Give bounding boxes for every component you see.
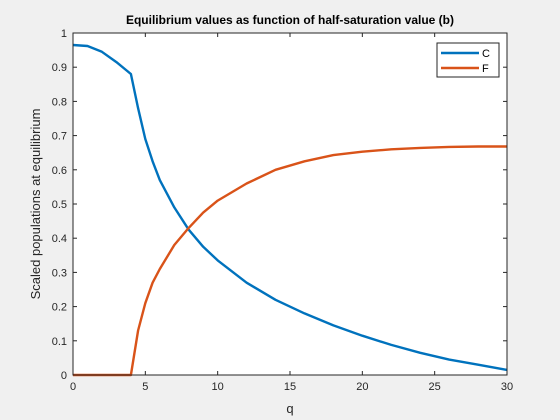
x-tick-label: 20 [356,381,368,393]
x-tick-label: 5 [142,381,148,393]
y-axis-label: Scaled populations at equilibrium [28,109,43,300]
x-tick-label: 0 [70,381,76,393]
y-tick-label: 0.3 [52,267,67,279]
x-tick-label: 10 [212,381,224,393]
series-line-c [72,43,508,372]
y-tick-label: 0.2 [52,302,67,314]
x-tick-label: 30 [501,381,513,393]
x-tick-labels: 0 5 10 15 20 25 30 [70,381,513,393]
y-tick-label: 1 [61,28,67,40]
plot-area [73,33,507,375]
y-tick-label: 0.4 [52,233,67,245]
x-axis-label: q [286,401,293,416]
y-tick-label: 0.9 [52,62,67,74]
y-tick-label: 0.7 [52,131,67,143]
legend-box [436,42,500,78]
y-tick-label: 0.1 [52,336,67,348]
y-tick-labels: 0 0.1 0.2 0.3 0.4 0.5 0.6 0.7 0.8 0.9 1 [52,28,67,382]
legend-label-c: C [482,48,490,60]
axes-box [72,32,508,376]
legend: CF [436,42,500,78]
y-tick-label: 0.5 [52,199,67,211]
y-tick-label: 0.8 [52,96,67,108]
legend-label-f: F [482,63,489,75]
chart-title: Equilibrium values as function of half-s… [126,13,454,27]
x-tick-label: 25 [429,381,441,393]
y-tick-label: 0.6 [52,165,67,177]
y-tick-label: 0 [61,370,67,382]
x-tick-label: 15 [284,381,296,393]
